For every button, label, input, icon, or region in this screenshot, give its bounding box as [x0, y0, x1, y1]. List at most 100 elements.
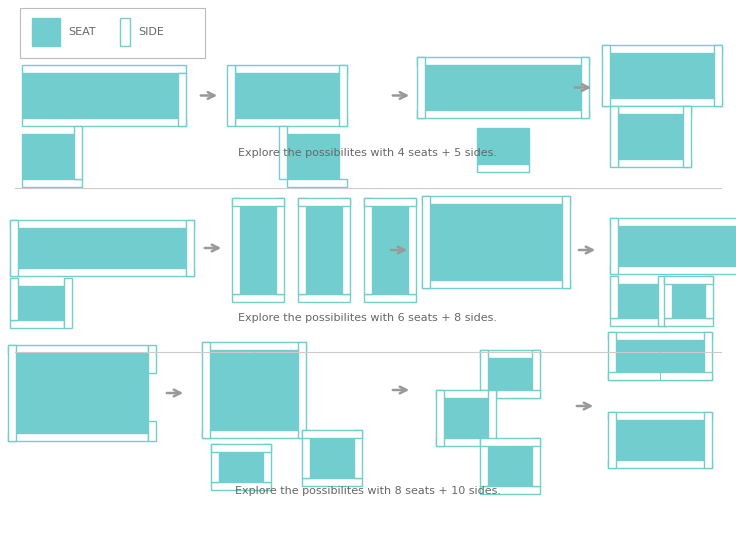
Bar [302, 430, 362, 438]
Bar [444, 398, 488, 438]
Bar [342, 198, 350, 294]
Bar [22, 73, 74, 118]
Text: Explore the possibilites with 6 seats + 8 sides.: Explore the possibilites with 6 seats + … [238, 313, 498, 323]
Bar [608, 412, 616, 468]
Bar [422, 196, 430, 288]
Bar [425, 65, 477, 110]
Bar [436, 390, 444, 446]
Bar [10, 220, 18, 276]
Bar [480, 390, 540, 398]
Bar [430, 204, 562, 242]
Bar [562, 196, 570, 288]
Bar [610, 106, 618, 167]
Bar [354, 430, 362, 478]
Bar [670, 114, 683, 159]
Bar [210, 444, 219, 482]
Bar [235, 118, 347, 126]
Bar [210, 390, 298, 430]
Bar [10, 220, 194, 228]
Bar [532, 350, 540, 398]
Bar [683, 106, 691, 167]
Bar [480, 350, 540, 358]
Bar [610, 266, 736, 274]
Bar [608, 412, 712, 420]
Bar [287, 179, 347, 187]
Bar [436, 438, 496, 446]
Bar [488, 358, 532, 398]
Bar [148, 421, 156, 441]
Text: SIDE: SIDE [138, 27, 164, 37]
Bar [602, 45, 722, 53]
Bar [235, 65, 347, 73]
Bar [232, 294, 284, 302]
Bar [608, 332, 712, 340]
Bar [287, 134, 339, 179]
Bar [480, 350, 488, 398]
Bar [610, 53, 662, 98]
Bar [477, 65, 529, 110]
Bar [618, 226, 736, 266]
Bar [18, 286, 64, 320]
Bar [148, 345, 156, 373]
Bar [618, 106, 691, 114]
Text: SEAT: SEAT [68, 27, 96, 37]
Bar [364, 198, 416, 206]
Bar [581, 57, 589, 118]
Bar [186, 220, 194, 276]
Bar [417, 57, 589, 65]
Bar [32, 18, 60, 46]
Bar [202, 342, 306, 350]
Bar [219, 452, 263, 482]
Bar [608, 460, 712, 468]
Bar [8, 345, 148, 353]
Bar [610, 218, 618, 274]
Bar [618, 114, 670, 159]
Bar [120, 18, 130, 46]
Bar [477, 128, 529, 164]
Bar [276, 198, 284, 294]
Bar [232, 198, 240, 294]
Bar [488, 390, 496, 446]
Bar [8, 433, 148, 441]
Bar [602, 45, 610, 106]
Bar [126, 73, 178, 118]
Bar [664, 276, 712, 284]
Bar [480, 486, 540, 494]
Bar [602, 98, 722, 106]
Bar [302, 478, 362, 486]
Bar [10, 268, 194, 276]
Bar [287, 73, 339, 118]
Bar [664, 276, 671, 318]
Bar [202, 430, 306, 438]
Text: Explore the possibilites with 4 seats + 5 sides.: Explore the possibilites with 4 seats + … [238, 148, 498, 158]
Bar [10, 320, 64, 328]
Bar [22, 179, 82, 187]
Text: Explore the possibilites with 8 seats + 10 sides.: Explore the possibilites with 8 seats + … [235, 486, 501, 496]
Bar [417, 57, 425, 118]
Bar [671, 284, 704, 318]
Bar [364, 198, 372, 294]
Bar [298, 294, 350, 302]
Bar [240, 206, 276, 294]
Bar [430, 242, 562, 280]
Bar [74, 73, 126, 118]
Bar [227, 65, 235, 126]
Bar [704, 412, 712, 468]
Bar [279, 126, 287, 179]
Bar [372, 206, 408, 294]
Bar [16, 353, 148, 393]
Bar [610, 218, 736, 226]
Bar [480, 438, 540, 446]
Bar [610, 276, 618, 318]
Bar [16, 393, 148, 433]
Bar [20, 8, 205, 58]
Bar [298, 198, 306, 294]
Bar [480, 438, 488, 486]
Bar [310, 438, 354, 478]
Bar [210, 444, 271, 452]
Bar [232, 198, 284, 206]
Bar [616, 340, 704, 380]
Bar [10, 278, 18, 320]
Bar [22, 118, 186, 126]
Bar [422, 196, 570, 204]
